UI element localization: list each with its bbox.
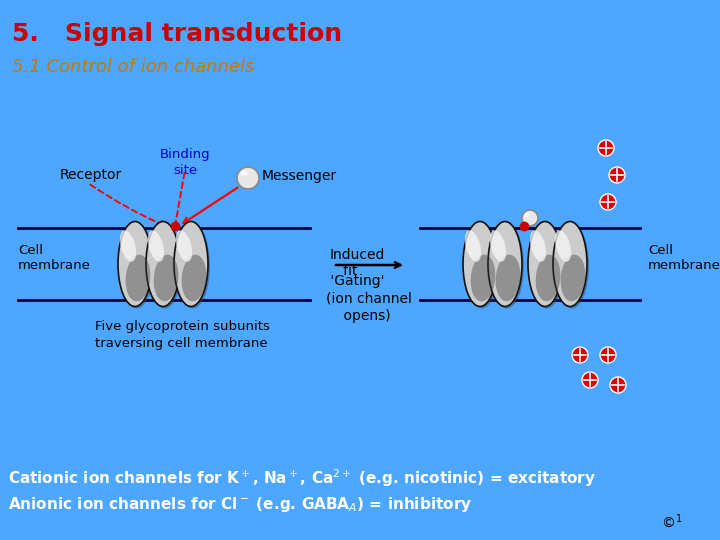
Text: Five glycoprotein subunits
traversing cell membrane: Five glycoprotein subunits traversing ce…: [95, 320, 270, 350]
Ellipse shape: [465, 230, 481, 262]
Text: Cell
membrane: Cell membrane: [18, 244, 91, 272]
Ellipse shape: [555, 224, 589, 308]
Text: $\copyright^1$: $\copyright^1$: [662, 512, 683, 530]
Text: Cationic ion channels for K$^+$, Na$^+$, Ca$^{2+}$ (e.g. nicotinic) = excitatory: Cationic ion channels for K$^+$, Na$^+$,…: [8, 467, 596, 489]
Circle shape: [522, 210, 538, 226]
Ellipse shape: [530, 230, 546, 262]
Text: Cell
membrane: Cell membrane: [648, 244, 720, 272]
Text: 'Gating'
(ion channel
    opens): 'Gating' (ion channel opens): [326, 274, 412, 322]
Text: 5.1 Control of ion channels: 5.1 Control of ion channels: [12, 58, 254, 76]
Circle shape: [582, 372, 598, 388]
Ellipse shape: [561, 255, 585, 301]
Text: Induced
   fit: Induced fit: [330, 248, 385, 278]
Ellipse shape: [530, 224, 564, 308]
Ellipse shape: [465, 224, 499, 308]
Ellipse shape: [125, 255, 150, 301]
Ellipse shape: [153, 255, 179, 301]
Circle shape: [572, 347, 588, 363]
Text: 5.   Signal transduction: 5. Signal transduction: [12, 22, 342, 46]
Ellipse shape: [176, 230, 192, 262]
Ellipse shape: [120, 224, 154, 308]
Ellipse shape: [490, 230, 506, 262]
Text: Receptor: Receptor: [60, 168, 122, 182]
Text: Binding
site: Binding site: [160, 148, 210, 177]
Ellipse shape: [555, 230, 571, 262]
Ellipse shape: [118, 221, 152, 307]
Ellipse shape: [148, 230, 164, 262]
Ellipse shape: [490, 224, 524, 308]
Circle shape: [600, 347, 616, 363]
Ellipse shape: [524, 213, 529, 217]
Circle shape: [610, 377, 626, 393]
Ellipse shape: [495, 255, 521, 301]
Ellipse shape: [148, 224, 182, 308]
Ellipse shape: [553, 221, 587, 307]
Ellipse shape: [240, 171, 248, 176]
Ellipse shape: [471, 255, 495, 301]
Text: Messenger: Messenger: [262, 169, 337, 183]
Ellipse shape: [536, 255, 560, 301]
Ellipse shape: [528, 221, 562, 307]
Ellipse shape: [174, 221, 208, 307]
Ellipse shape: [176, 224, 210, 308]
Ellipse shape: [120, 230, 136, 262]
Circle shape: [237, 167, 259, 189]
Ellipse shape: [488, 221, 522, 307]
Circle shape: [609, 167, 625, 183]
Ellipse shape: [463, 221, 497, 307]
Ellipse shape: [146, 221, 180, 307]
Circle shape: [598, 140, 614, 156]
Circle shape: [600, 194, 616, 210]
Ellipse shape: [181, 255, 207, 301]
Text: Anionic ion channels for Cl$^-$ (e.g. GABA$_A$) = inhibitory: Anionic ion channels for Cl$^-$ (e.g. GA…: [8, 495, 472, 514]
